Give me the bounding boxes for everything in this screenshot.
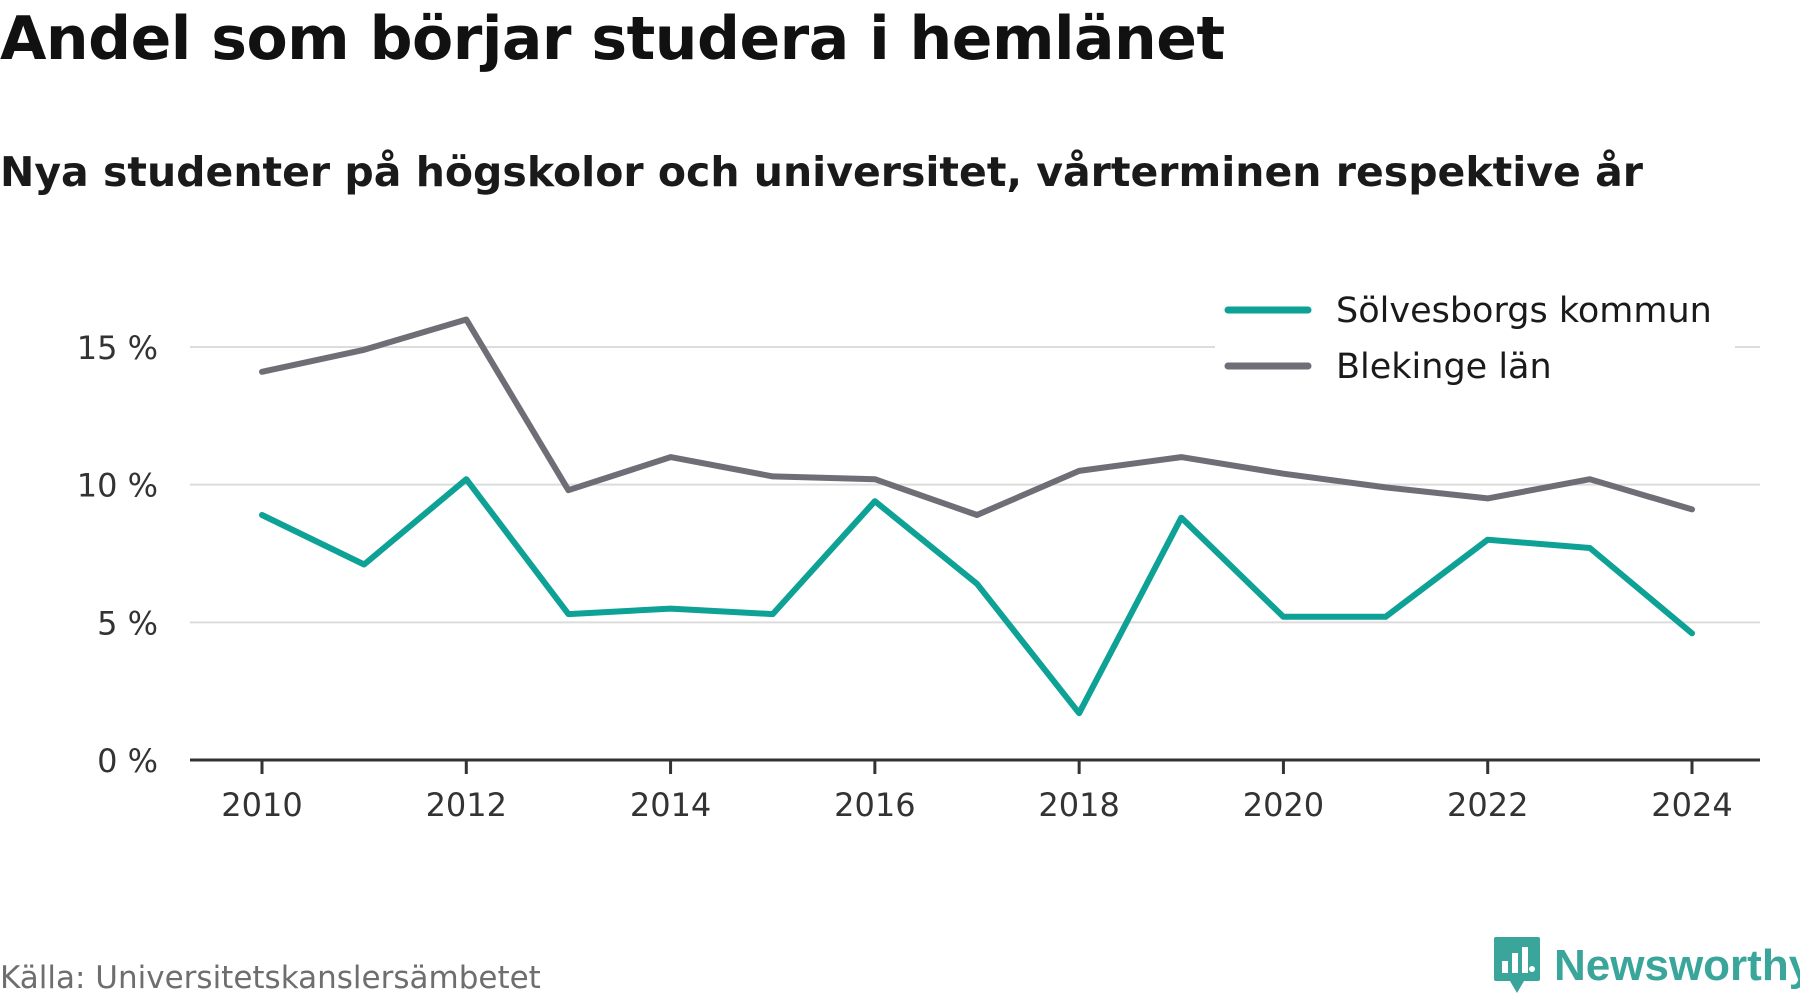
y-tick-label: 15 % [77,329,158,367]
x-tick-label: 2024 [1651,786,1732,824]
legend-label: Blekinge län [1336,347,1552,387]
x-tick-label: 2020 [1243,786,1324,824]
x-axis: 2010 2012 2014 2016 2018 2020 2022 2024 [190,758,1760,824]
x-tick-label: 2022 [1447,786,1528,824]
x-tick-label: 2012 [426,786,507,824]
series-lines [259,316,1695,717]
series-line-blekinge-län [259,316,1695,518]
brand-name: Newsworthy [1554,941,1800,990]
brand-logo: Newsworthy [1492,935,1800,997]
x-tick-label: 2018 [1038,786,1119,824]
source-note: Källa: Universitetskanslersämbetet [0,960,541,996]
x-tick-label: 2014 [630,786,711,824]
chart-title: Andel som börjar studera i hemlänet [0,4,1225,74]
y-tick-label: 5 % [97,604,158,642]
x-tick-label: 2016 [834,786,915,824]
legend-label: Sölvesborgs kommun [1336,291,1712,331]
chart-subtitle: Nya studenter på högskolor och universit… [0,148,1643,196]
y-tick-label: 0 % [97,742,158,780]
y-tick-label: 10 % [77,467,158,505]
y-axis: 0 % 5 % 10 % 15 % [77,329,158,780]
series-line-sölvesborgs-kommun [259,476,1695,717]
x-tick-label: 2010 [221,786,302,824]
newsworthy-logo-icon [1494,937,1540,993]
legend-background [1215,280,1735,392]
legend: Sölvesborgs kommun Blekinge län [1215,280,1735,392]
